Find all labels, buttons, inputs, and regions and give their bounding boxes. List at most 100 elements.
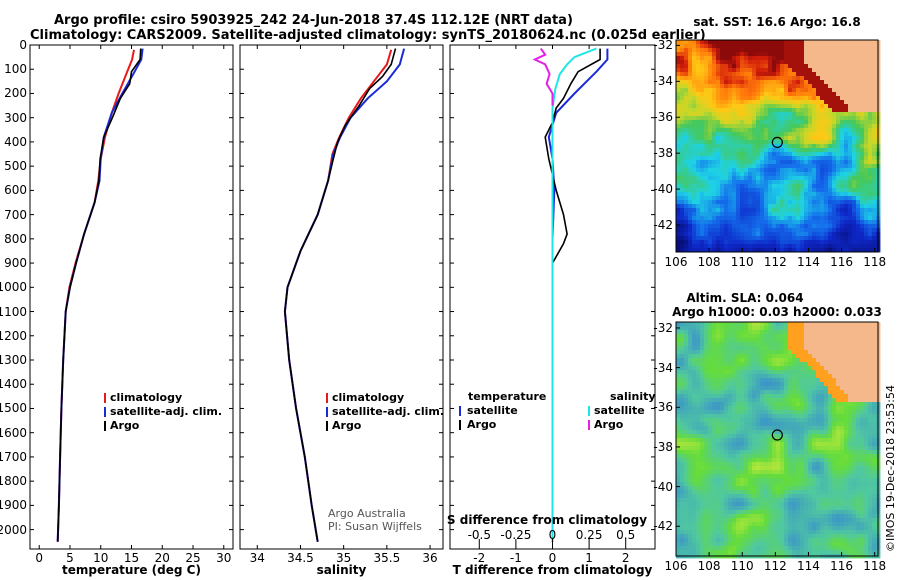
sla-cell — [840, 478, 845, 483]
sst-cell — [764, 48, 769, 53]
sla-cell — [820, 454, 825, 459]
sst-cell — [844, 132, 849, 137]
sst-cell — [720, 116, 725, 121]
sla-cell — [832, 478, 837, 483]
sla-cell — [708, 330, 713, 335]
sla-cell — [692, 454, 697, 459]
sst-cell — [724, 164, 729, 169]
sst-cell — [708, 128, 713, 133]
sla-cell — [700, 338, 705, 343]
sla-cell — [816, 346, 821, 351]
sst-cell — [740, 196, 745, 201]
sst-cell — [708, 212, 713, 217]
sla-cell — [764, 378, 769, 383]
sst-cell — [768, 124, 773, 129]
sst-cell — [860, 204, 865, 209]
sst-cell — [724, 192, 729, 197]
sst-cell — [700, 192, 705, 197]
sst-cell — [864, 220, 869, 225]
sla-cell — [712, 398, 717, 403]
sst-cell — [700, 172, 705, 177]
sst-cell — [728, 136, 733, 141]
sla-cell — [744, 374, 749, 379]
sst-cell — [736, 228, 741, 233]
sst-cell — [816, 208, 821, 213]
sst-cell — [864, 72, 869, 77]
sst-cell — [868, 120, 873, 125]
sst-cell — [848, 144, 853, 149]
sla-cell — [724, 434, 729, 439]
sla-cell — [788, 470, 793, 475]
sst-cell — [844, 160, 849, 165]
sst-cell — [688, 56, 693, 61]
sla-cell — [824, 466, 829, 471]
sst-cell — [852, 232, 857, 237]
sla-cell — [716, 470, 721, 475]
sla-cell — [704, 370, 709, 375]
sla-cell — [816, 322, 821, 327]
sla-cell — [824, 398, 829, 403]
sst-cell — [784, 40, 789, 45]
sla-cell — [732, 442, 737, 447]
sst-cell — [756, 176, 761, 181]
sst-cell — [736, 88, 741, 93]
sla-cell — [828, 382, 833, 387]
sla-cell — [856, 422, 861, 427]
sst-cell — [820, 192, 825, 197]
sst-cell — [776, 148, 781, 153]
sla-cell — [700, 446, 705, 451]
sla-cell — [872, 438, 877, 443]
sst-cell — [852, 192, 857, 197]
sst-cell — [832, 72, 837, 77]
sst-cell — [688, 160, 693, 165]
sst-cell — [788, 64, 793, 69]
sst-cell — [688, 220, 693, 225]
sla-cell — [760, 458, 765, 463]
sst-cell — [824, 60, 829, 65]
sst-cell — [848, 196, 853, 201]
sla-cell — [836, 406, 841, 411]
sst-cell — [748, 176, 753, 181]
sst-cell — [832, 88, 837, 93]
sla-cell — [724, 322, 729, 327]
sst-cell — [812, 248, 817, 253]
sla-cell — [844, 458, 849, 463]
sst-cell — [756, 228, 761, 233]
sla-cell — [732, 466, 737, 471]
sst-cell — [872, 224, 877, 229]
sla-cell — [764, 382, 769, 387]
sla-cell — [808, 414, 813, 419]
sst-cell — [864, 108, 869, 113]
sst-cell — [760, 236, 765, 241]
sst-cell — [736, 212, 741, 217]
sla-cell — [716, 350, 721, 355]
sst-cell — [796, 244, 801, 249]
sla-cell — [804, 354, 809, 359]
sst-cell — [748, 144, 753, 149]
sst-cell — [760, 164, 765, 169]
sst-cell — [676, 220, 681, 225]
sla-cell — [704, 398, 709, 403]
sst-cell — [744, 68, 749, 73]
sla-cell — [676, 362, 681, 367]
sla-cell — [760, 482, 765, 487]
sla-cell — [748, 358, 753, 363]
sla-cell — [796, 326, 801, 331]
sst-cell — [848, 56, 853, 61]
sla-cell — [788, 390, 793, 395]
sst-cell — [828, 244, 833, 249]
sst-cell — [700, 200, 705, 205]
sla-cell — [852, 418, 857, 423]
sla-cell — [740, 474, 745, 479]
sla-cell — [796, 386, 801, 391]
sst-cell — [704, 192, 709, 197]
sst-cell — [796, 52, 801, 57]
sst-cell — [692, 236, 697, 241]
sla-cell — [784, 398, 789, 403]
sla-cell — [732, 370, 737, 375]
sst-cell — [680, 200, 685, 205]
sst-cell — [704, 152, 709, 157]
sst-cell — [680, 108, 685, 113]
sst-cell — [828, 100, 833, 105]
sla-cell — [832, 330, 837, 335]
